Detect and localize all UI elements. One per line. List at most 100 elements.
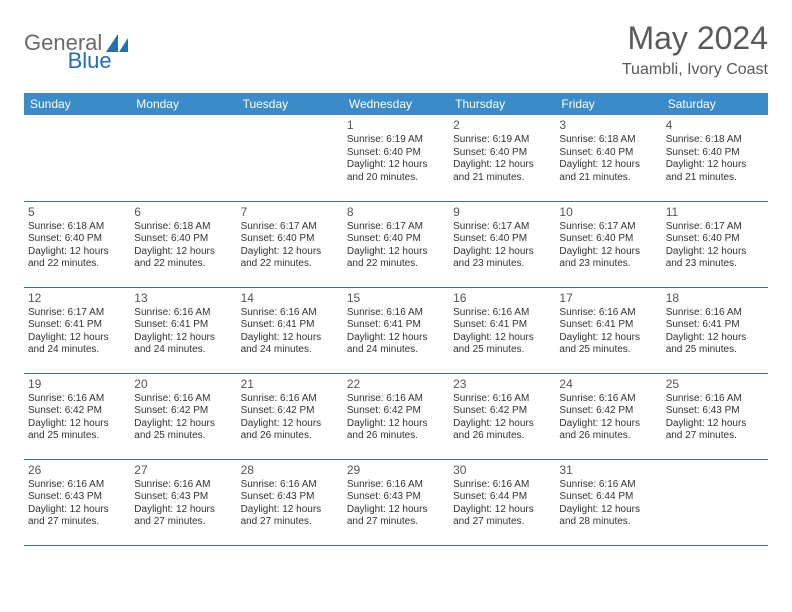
day-details: Sunrise: 6:16 AMSunset: 6:41 PMDaylight:… bbox=[453, 307, 551, 357]
day-details: Sunrise: 6:16 AMSunset: 6:42 PMDaylight:… bbox=[241, 393, 339, 443]
day-header: Monday bbox=[130, 93, 236, 115]
day-details: Sunrise: 6:16 AMSunset: 6:42 PMDaylight:… bbox=[134, 393, 232, 443]
day-details: Sunrise: 6:16 AMSunset: 6:42 PMDaylight:… bbox=[28, 393, 126, 443]
calendar-day-cell: 17 Sunrise: 6:16 AMSunset: 6:41 PMDayligh… bbox=[555, 287, 661, 373]
calendar-day-cell: 15 Sunrise: 6:16 AMSunset: 6:41 PMDayligh… bbox=[343, 287, 449, 373]
calendar-day-cell: 23 Sunrise: 6:16 AMSunset: 6:42 PMDayligh… bbox=[449, 373, 555, 459]
title-block: May 2024 Tuambli, Ivory Coast bbox=[622, 20, 768, 79]
calendar-day-cell: 13 Sunrise: 6:16 AMSunset: 6:41 PMDayligh… bbox=[130, 287, 236, 373]
calendar-day-cell: 11 Sunrise: 6:17 AMSunset: 6:40 PMDayligh… bbox=[662, 201, 768, 287]
day-details: Sunrise: 6:17 AMSunset: 6:40 PMDaylight:… bbox=[347, 221, 445, 271]
calendar-day-cell bbox=[130, 115, 236, 201]
calendar-week-row: 19 Sunrise: 6:16 AMSunset: 6:42 PMDayligh… bbox=[24, 373, 768, 459]
day-details: Sunrise: 6:16 AMSunset: 6:41 PMDaylight:… bbox=[559, 307, 657, 357]
day-details: Sunrise: 6:17 AMSunset: 6:41 PMDaylight:… bbox=[28, 307, 126, 357]
day-details: Sunrise: 6:18 AMSunset: 6:40 PMDaylight:… bbox=[666, 134, 764, 184]
day-number: 20 bbox=[134, 377, 232, 391]
day-details: Sunrise: 6:16 AMSunset: 6:41 PMDaylight:… bbox=[134, 307, 232, 357]
calendar-table: SundayMondayTuesdayWednesdayThursdayFrid… bbox=[24, 93, 768, 546]
day-details: Sunrise: 6:16 AMSunset: 6:43 PMDaylight:… bbox=[241, 479, 339, 529]
calendar-day-cell: 16 Sunrise: 6:16 AMSunset: 6:41 PMDayligh… bbox=[449, 287, 555, 373]
day-details: Sunrise: 6:16 AMSunset: 6:44 PMDaylight:… bbox=[559, 479, 657, 529]
calendar-day-cell: 9 Sunrise: 6:17 AMSunset: 6:40 PMDaylight… bbox=[449, 201, 555, 287]
day-details: Sunrise: 6:16 AMSunset: 6:42 PMDaylight:… bbox=[559, 393, 657, 443]
day-number: 17 bbox=[559, 291, 657, 305]
day-number: 7 bbox=[241, 205, 339, 219]
calendar-day-cell: 14 Sunrise: 6:16 AMSunset: 6:41 PMDayligh… bbox=[237, 287, 343, 373]
day-header: Saturday bbox=[662, 93, 768, 115]
day-number: 5 bbox=[28, 205, 126, 219]
calendar-day-cell: 5Sunrise: 6:18 AMSunset: 6:40 PMDaylight… bbox=[24, 201, 130, 287]
day-details: Sunrise: 6:18 AMSunset: 6:40 PMDaylight:… bbox=[134, 221, 232, 271]
calendar-day-cell: 24Sunrise: 6:16 AMSunset: 6:42 PMDayligh… bbox=[555, 373, 661, 459]
day-details: Sunrise: 6:17 AMSunset: 6:40 PMDaylight:… bbox=[453, 221, 551, 271]
day-details: Sunrise: 6:16 AMSunset: 6:41 PMDaylight:… bbox=[347, 307, 445, 357]
calendar-day-cell: 8 Sunrise: 6:17 AMSunset: 6:40 PMDaylight… bbox=[343, 201, 449, 287]
calendar-day-cell: 6Sunrise: 6:18 AMSunset: 6:40 PMDaylight… bbox=[130, 201, 236, 287]
day-number: 3 bbox=[559, 118, 657, 132]
calendar-body: 1 Sunrise: 6:19 AMSunset: 6:40 PMDaylight… bbox=[24, 115, 768, 545]
calendar-day-cell bbox=[662, 459, 768, 545]
day-number: 16 bbox=[453, 291, 551, 305]
day-details: Sunrise: 6:17 AMSunset: 6:40 PMDaylight:… bbox=[241, 221, 339, 271]
day-details: Sunrise: 6:16 AMSunset: 6:42 PMDaylight:… bbox=[453, 393, 551, 443]
calendar-day-cell: 25 Sunrise: 6:16 AMSunset: 6:43 PMDayligh… bbox=[662, 373, 768, 459]
day-number: 31 bbox=[559, 463, 657, 477]
page-title: May 2024 bbox=[622, 20, 768, 57]
day-header: Wednesday bbox=[343, 93, 449, 115]
day-details: Sunrise: 6:16 AMSunset: 6:42 PMDaylight:… bbox=[347, 393, 445, 443]
day-number: 26 bbox=[28, 463, 126, 477]
day-number: 2 bbox=[453, 118, 551, 132]
day-number: 1 bbox=[347, 118, 445, 132]
day-number: 13 bbox=[134, 291, 232, 305]
calendar-week-row: 5 Sunrise: 6:18 AMSunset: 6:40 PMDaylight… bbox=[24, 201, 768, 287]
day-details: Sunrise: 6:16 AMSunset: 6:41 PMDaylight:… bbox=[666, 307, 764, 357]
calendar-day-cell: 28 Sunrise: 6:16 AMSunset: 6:43 PMDayligh… bbox=[237, 459, 343, 545]
day-number: 12 bbox=[28, 291, 126, 305]
day-number: 18 bbox=[666, 291, 764, 305]
day-number: 19 bbox=[28, 377, 126, 391]
header: General May 2024 Tuambli, Ivory Coast bbox=[24, 20, 768, 79]
calendar-day-cell: 26Sunrise: 6:16 AMSunset: 6:43 PMDayligh… bbox=[24, 459, 130, 545]
day-details: Sunrise: 6:19 AMSunset: 6:40 PMDaylight:… bbox=[347, 134, 445, 184]
day-number: 21 bbox=[241, 377, 339, 391]
calendar-week-row: 1 Sunrise: 6:19 AMSunset: 6:40 PMDaylight… bbox=[24, 115, 768, 201]
day-details: Sunrise: 6:16 AMSunset: 6:43 PMDaylight:… bbox=[666, 393, 764, 443]
calendar-day-cell: 18 Sunrise: 6:16 AMSunset: 6:41 PMDayligh… bbox=[662, 287, 768, 373]
calendar-day-cell: 22 Sunrise: 6:16 AMSunset: 6:42 PMDayligh… bbox=[343, 373, 449, 459]
calendar-day-cell: 4Sunrise: 6:18 AMSunset: 6:40 PMDaylight… bbox=[662, 115, 768, 201]
calendar-day-cell bbox=[237, 115, 343, 201]
calendar-day-cell: 10 Sunrise: 6:17 AMSunset: 6:40 PMDayligh… bbox=[555, 201, 661, 287]
calendar-day-cell: 12 Sunrise: 6:17 AMSunset: 6:41 PMDayligh… bbox=[24, 287, 130, 373]
day-details: Sunrise: 6:16 AMSunset: 6:41 PMDaylight:… bbox=[241, 307, 339, 357]
day-details: Sunrise: 6:18 AMSunset: 6:40 PMDaylight:… bbox=[559, 134, 657, 184]
day-number: 15 bbox=[347, 291, 445, 305]
day-number: 28 bbox=[241, 463, 339, 477]
calendar-week-row: 12 Sunrise: 6:17 AMSunset: 6:41 PMDayligh… bbox=[24, 287, 768, 373]
calendar-day-cell: 31 Sunrise: 6:16 AMSunset: 6:44 PMDayligh… bbox=[555, 459, 661, 545]
calendar-day-cell: 20 Sunrise: 6:16 AMSunset: 6:42 PMDayligh… bbox=[130, 373, 236, 459]
day-number: 29 bbox=[347, 463, 445, 477]
day-number: 14 bbox=[241, 291, 339, 305]
day-number: 11 bbox=[666, 205, 764, 219]
day-header: Tuesday bbox=[237, 93, 343, 115]
day-number: 22 bbox=[347, 377, 445, 391]
calendar-day-cell: 19 Sunrise: 6:16 AMSunset: 6:42 PMDayligh… bbox=[24, 373, 130, 459]
day-number: 23 bbox=[453, 377, 551, 391]
day-number: 27 bbox=[134, 463, 232, 477]
day-number: 8 bbox=[347, 205, 445, 219]
day-number: 30 bbox=[453, 463, 551, 477]
calendar-day-cell: 1 Sunrise: 6:19 AMSunset: 6:40 PMDaylight… bbox=[343, 115, 449, 201]
day-number: 25 bbox=[666, 377, 764, 391]
logo-line2: GenBlue bbox=[24, 48, 112, 74]
day-details: Sunrise: 6:17 AMSunset: 6:40 PMDaylight:… bbox=[666, 221, 764, 271]
calendar-day-cell: 27Sunrise: 6:16 AMSunset: 6:43 PMDayligh… bbox=[130, 459, 236, 545]
calendar-day-cell bbox=[24, 115, 130, 201]
day-header: Thursday bbox=[449, 93, 555, 115]
logo-text-2: Blue bbox=[68, 48, 112, 74]
day-number: 9 bbox=[453, 205, 551, 219]
day-details: Sunrise: 6:17 AMSunset: 6:40 PMDaylight:… bbox=[559, 221, 657, 271]
calendar-day-cell: 21 Sunrise: 6:16 AMSunset: 6:42 PMDayligh… bbox=[237, 373, 343, 459]
day-number: 10 bbox=[559, 205, 657, 219]
calendar-week-row: 26 Sunrise: 6:16 AMSunset: 6:43 PMDayligh… bbox=[24, 459, 768, 545]
